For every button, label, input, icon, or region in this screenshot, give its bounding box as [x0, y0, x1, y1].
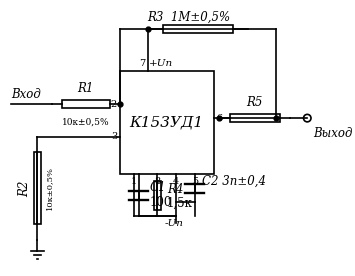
Bar	[120, 71, 214, 174]
Text: 4: 4	[173, 177, 179, 186]
Bar	[154, 181, 161, 210]
Text: R2: R2	[18, 180, 31, 197]
Text: R5: R5	[247, 96, 263, 109]
Text: С2 3п±0,4: С2 3п±0,4	[202, 174, 266, 187]
Text: 7: 7	[139, 59, 145, 68]
Text: 2: 2	[111, 100, 117, 108]
Bar	[230, 114, 280, 122]
Text: R4: R4	[167, 183, 183, 196]
Text: 10к±0,5%: 10к±0,5%	[45, 166, 53, 210]
Text: -Uп: -Uп	[165, 219, 184, 228]
Bar	[163, 25, 233, 33]
Text: Выход: Выход	[313, 128, 353, 140]
Text: К153УД1: К153УД1	[130, 116, 204, 130]
Text: 6: 6	[217, 114, 223, 123]
Text: 10к±0,5%: 10к±0,5%	[62, 117, 110, 126]
Bar	[62, 100, 110, 108]
Text: 1: 1	[131, 177, 137, 186]
Text: 8: 8	[154, 177, 160, 186]
Circle shape	[304, 114, 311, 122]
Text: R3  1М±0,5%: R3 1М±0,5%	[147, 10, 230, 23]
Text: 100: 100	[150, 197, 172, 209]
Text: +Uп: +Uп	[149, 59, 173, 68]
Text: Вход: Вход	[11, 88, 41, 101]
Text: С1: С1	[150, 181, 166, 194]
Text: R1: R1	[77, 82, 94, 95]
Text: 3: 3	[111, 132, 117, 141]
Bar	[34, 152, 41, 224]
Text: 1,5к: 1,5к	[167, 197, 193, 209]
Text: 5: 5	[192, 177, 198, 186]
